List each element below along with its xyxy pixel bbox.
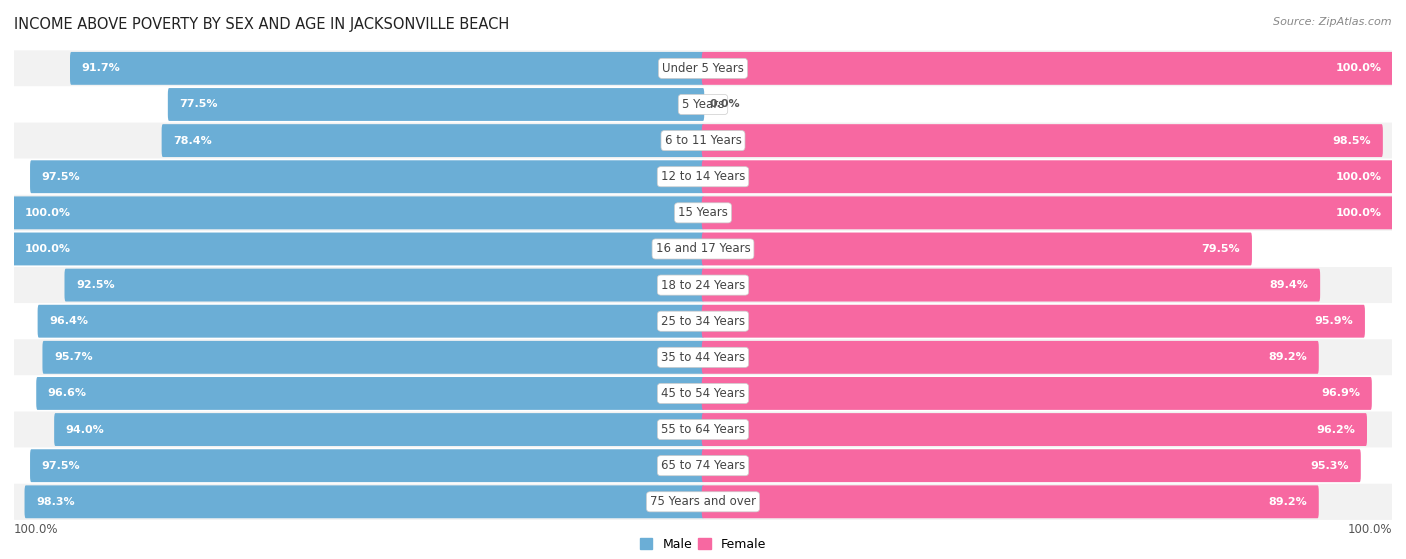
Text: 91.7%: 91.7% (82, 63, 121, 73)
Text: 95.7%: 95.7% (53, 352, 93, 362)
FancyBboxPatch shape (14, 484, 1392, 520)
Text: 100.0%: 100.0% (24, 208, 70, 218)
Text: 65 to 74 Years: 65 to 74 Years (661, 459, 745, 472)
Text: 97.5%: 97.5% (42, 172, 80, 182)
Text: 6 to 11 Years: 6 to 11 Years (665, 134, 741, 147)
Text: 15 Years: 15 Years (678, 206, 728, 219)
Text: 16 and 17 Years: 16 and 17 Years (655, 243, 751, 255)
FancyBboxPatch shape (702, 233, 1251, 266)
FancyBboxPatch shape (14, 376, 1392, 411)
FancyBboxPatch shape (702, 196, 1393, 229)
FancyBboxPatch shape (42, 341, 704, 374)
Text: 95.9%: 95.9% (1315, 316, 1354, 326)
FancyBboxPatch shape (55, 413, 704, 446)
FancyBboxPatch shape (14, 448, 1392, 484)
Text: 79.5%: 79.5% (1202, 244, 1240, 254)
FancyBboxPatch shape (702, 341, 1319, 374)
FancyBboxPatch shape (37, 377, 704, 410)
Text: 89.4%: 89.4% (1270, 280, 1309, 290)
FancyBboxPatch shape (702, 305, 1365, 338)
FancyBboxPatch shape (702, 269, 1320, 301)
FancyBboxPatch shape (14, 159, 1392, 195)
Text: 55 to 64 Years: 55 to 64 Years (661, 423, 745, 436)
FancyBboxPatch shape (702, 124, 1384, 157)
Text: 77.5%: 77.5% (180, 100, 218, 110)
Text: 98.5%: 98.5% (1333, 136, 1371, 145)
FancyBboxPatch shape (702, 449, 1361, 482)
Text: 95.3%: 95.3% (1310, 461, 1350, 471)
FancyBboxPatch shape (167, 88, 704, 121)
FancyBboxPatch shape (65, 269, 704, 301)
Text: 100.0%: 100.0% (1347, 523, 1392, 536)
Text: 75 Years and over: 75 Years and over (650, 495, 756, 508)
FancyBboxPatch shape (38, 305, 704, 338)
FancyBboxPatch shape (14, 87, 1392, 122)
Text: 92.5%: 92.5% (76, 280, 115, 290)
Text: Under 5 Years: Under 5 Years (662, 62, 744, 75)
Text: 35 to 44 Years: 35 to 44 Years (661, 351, 745, 364)
Text: 100.0%: 100.0% (14, 523, 59, 536)
Text: 0.0%: 0.0% (710, 100, 741, 110)
Text: 5 Years: 5 Years (682, 98, 724, 111)
FancyBboxPatch shape (702, 485, 1319, 518)
Legend: Male, Female: Male, Female (636, 533, 770, 556)
Text: 89.2%: 89.2% (1268, 352, 1308, 362)
FancyBboxPatch shape (702, 413, 1367, 446)
Text: 100.0%: 100.0% (1336, 63, 1382, 73)
Text: 96.6%: 96.6% (48, 389, 87, 399)
Text: 18 to 24 Years: 18 to 24 Years (661, 278, 745, 292)
FancyBboxPatch shape (14, 267, 1392, 303)
FancyBboxPatch shape (30, 160, 704, 193)
Text: 100.0%: 100.0% (1336, 172, 1382, 182)
Text: 89.2%: 89.2% (1268, 497, 1308, 507)
Text: 12 to 14 Years: 12 to 14 Years (661, 170, 745, 183)
FancyBboxPatch shape (14, 411, 1392, 448)
FancyBboxPatch shape (14, 195, 1392, 231)
FancyBboxPatch shape (14, 50, 1392, 87)
FancyBboxPatch shape (14, 303, 1392, 339)
FancyBboxPatch shape (702, 160, 1393, 193)
FancyBboxPatch shape (14, 339, 1392, 376)
FancyBboxPatch shape (162, 124, 704, 157)
FancyBboxPatch shape (14, 231, 1392, 267)
Text: Source: ZipAtlas.com: Source: ZipAtlas.com (1274, 17, 1392, 27)
Text: 45 to 54 Years: 45 to 54 Years (661, 387, 745, 400)
FancyBboxPatch shape (70, 52, 704, 85)
FancyBboxPatch shape (14, 122, 1392, 159)
FancyBboxPatch shape (13, 196, 704, 229)
Text: INCOME ABOVE POVERTY BY SEX AND AGE IN JACKSONVILLE BEACH: INCOME ABOVE POVERTY BY SEX AND AGE IN J… (14, 17, 509, 32)
Text: 96.9%: 96.9% (1322, 389, 1360, 399)
Text: 100.0%: 100.0% (1336, 208, 1382, 218)
Text: 25 to 34 Years: 25 to 34 Years (661, 315, 745, 328)
Text: 96.2%: 96.2% (1316, 425, 1355, 434)
FancyBboxPatch shape (702, 52, 1393, 85)
Text: 94.0%: 94.0% (66, 425, 104, 434)
FancyBboxPatch shape (13, 233, 704, 266)
Text: 98.3%: 98.3% (37, 497, 75, 507)
FancyBboxPatch shape (702, 377, 1372, 410)
Text: 78.4%: 78.4% (173, 136, 212, 145)
Text: 97.5%: 97.5% (42, 461, 80, 471)
Text: 100.0%: 100.0% (24, 244, 70, 254)
FancyBboxPatch shape (30, 449, 704, 482)
Text: 96.4%: 96.4% (49, 316, 89, 326)
FancyBboxPatch shape (24, 485, 704, 518)
